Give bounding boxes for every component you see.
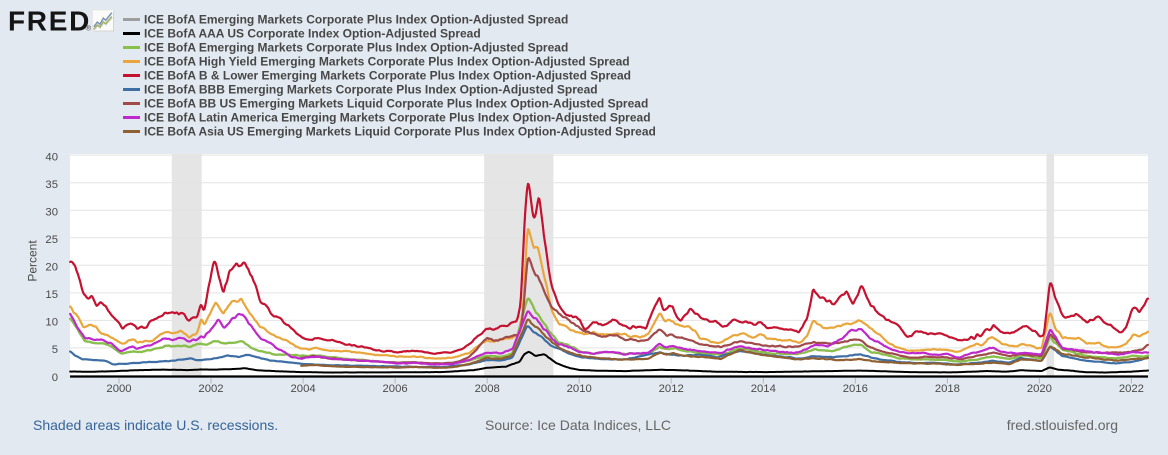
svg-text:ICE BofA Emerging Markets Corp: ICE BofA Emerging Markets Corporate Plus… [144,41,568,55]
svg-text:35: 35 [45,179,58,191]
svg-text:Percent: Percent [26,240,40,282]
svg-text:2012: 2012 [659,383,684,395]
svg-text:2002: 2002 [198,383,223,395]
svg-text:40: 40 [45,151,58,163]
svg-text:5: 5 [52,344,58,356]
svg-text:30: 30 [45,207,58,219]
svg-text:ICE BofA BB US Emerging Market: ICE BofA BB US Emerging Markets Liquid C… [144,97,648,111]
svg-text:2014: 2014 [751,383,776,395]
svg-text:2004: 2004 [291,383,316,395]
svg-text:2006: 2006 [383,383,408,395]
svg-text:®: ® [86,24,92,33]
svg-text:0: 0 [52,372,58,384]
svg-text:25: 25 [45,234,58,246]
svg-text:20: 20 [45,262,58,274]
svg-text:10: 10 [45,317,58,329]
svg-text:ICE BofA Asia US Emerging Mark: ICE BofA Asia US Emerging Markets Liquid… [144,125,656,139]
svg-text:fred.stlouisfed.org: fred.stlouisfed.org [1007,417,1118,433]
svg-text:ICE BofA BBB Emerging Markets: ICE BofA BBB Emerging Markets Corporate … [144,83,598,97]
svg-text:2016: 2016 [843,383,868,395]
svg-text:2000: 2000 [106,383,131,395]
svg-text:Shaded areas indicate U.S. rec: Shaded areas indicate U.S. recessions. [33,417,278,433]
svg-text:ICE BofA Latin America Emergin: ICE BofA Latin America Emerging Markets … [144,111,651,125]
svg-text:Source: Ice Data Indices, LLC: Source: Ice Data Indices, LLC [485,417,671,433]
svg-text:ICE BofA High Yield Emerging M: ICE BofA High Yield Emerging Markets Cor… [144,55,630,69]
svg-text:2020: 2020 [1027,383,1052,395]
svg-text:2022: 2022 [1119,383,1144,395]
svg-text:15: 15 [45,289,58,301]
svg-text:2008: 2008 [475,383,500,395]
svg-text:2018: 2018 [935,383,960,395]
svg-text:FRED: FRED [8,6,91,37]
svg-text:ICE BofA AAA US Corporate Inde: ICE BofA AAA US Corporate Index Option-A… [144,27,481,41]
svg-text:ICE BofA Emerging Markets Corp: ICE BofA Emerging Markets Corporate Plus… [144,13,568,27]
svg-text:ICE BofA B & Lower Emerging Ma: ICE BofA B & Lower Emerging Markets Corp… [144,69,631,83]
svg-text:2010: 2010 [567,383,592,395]
